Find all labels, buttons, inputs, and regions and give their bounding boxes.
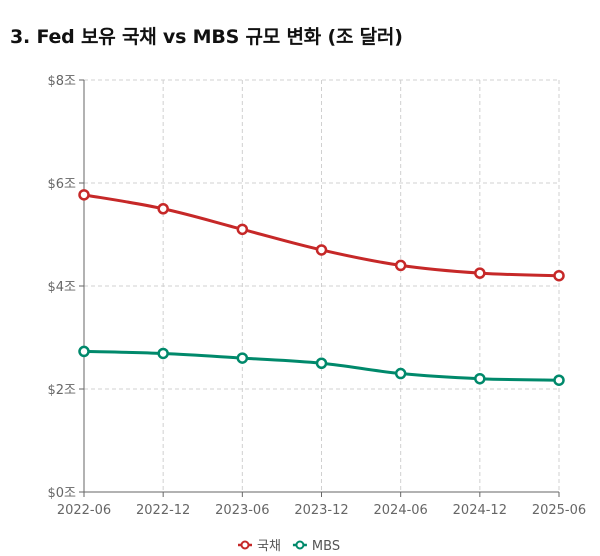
data-point-1-1[interactable] [157, 347, 169, 360]
legend-swatch-marker-1 [295, 540, 305, 550]
data-point-0-0[interactable] [78, 189, 90, 201]
data-point-0-4[interactable] [394, 259, 407, 272]
x-tick-label-2: 2023-06 [215, 503, 269, 518]
x-tick-label-4: 2024-06 [374, 503, 428, 518]
y-axis-ticks: $0조 $2조 $4조 $6조 $8조 [47, 74, 84, 501]
data-point-0-2[interactable] [236, 223, 249, 236]
y-tick-label-3: $6조 [47, 177, 76, 192]
x-axis-ticks: 2022-06 2022-12 2023-06 2023-12 2024-06 2024-… [57, 492, 586, 518]
x-tick-label-6: 2025-06 [532, 503, 586, 518]
legend-swatch-marker-0 [240, 540, 250, 550]
legend-item-1[interactable]: MBS [292, 539, 340, 554]
y-tick-label-4: $8조 [47, 74, 76, 89]
data-point-1-6[interactable] [553, 374, 565, 386]
data-point-0-6[interactable] [553, 269, 565, 282]
data-point-0-3[interactable] [315, 244, 328, 256]
data-point-1-3[interactable] [315, 357, 328, 369]
x-tick-label-0: 2022-06 [57, 503, 111, 518]
x-tick-label-5: 2024-12 [453, 503, 507, 518]
y-tick-label-0: $0조 [47, 486, 76, 501]
y-tick-label-2: $4조 [47, 280, 76, 295]
legend[interactable]: 국채 MBS [238, 539, 340, 554]
x-tick-label-3: 2023-12 [294, 503, 348, 518]
y-tick-label-1: $2조 [47, 383, 76, 398]
data-point-0-5[interactable] [474, 267, 486, 279]
chart-title: 3. Fed 보유 국채 vs MBS 규모 변화 (조 달러) [10, 26, 403, 48]
data-point-0-1[interactable] [157, 203, 169, 215]
data-point-1-4[interactable] [394, 367, 407, 380]
x-tick-label-1: 2022-12 [136, 503, 190, 518]
data-point-1-2[interactable] [236, 352, 249, 364]
legend-label-1: MBS [312, 539, 340, 554]
legend-item-0[interactable]: 국채 [238, 539, 281, 554]
grid-lines [84, 79, 560, 492]
data-point-1-0[interactable] [78, 345, 90, 358]
series-layer [78, 189, 565, 386]
legend-label-0: 국채 [257, 539, 281, 554]
data-point-1-5[interactable] [474, 372, 486, 385]
